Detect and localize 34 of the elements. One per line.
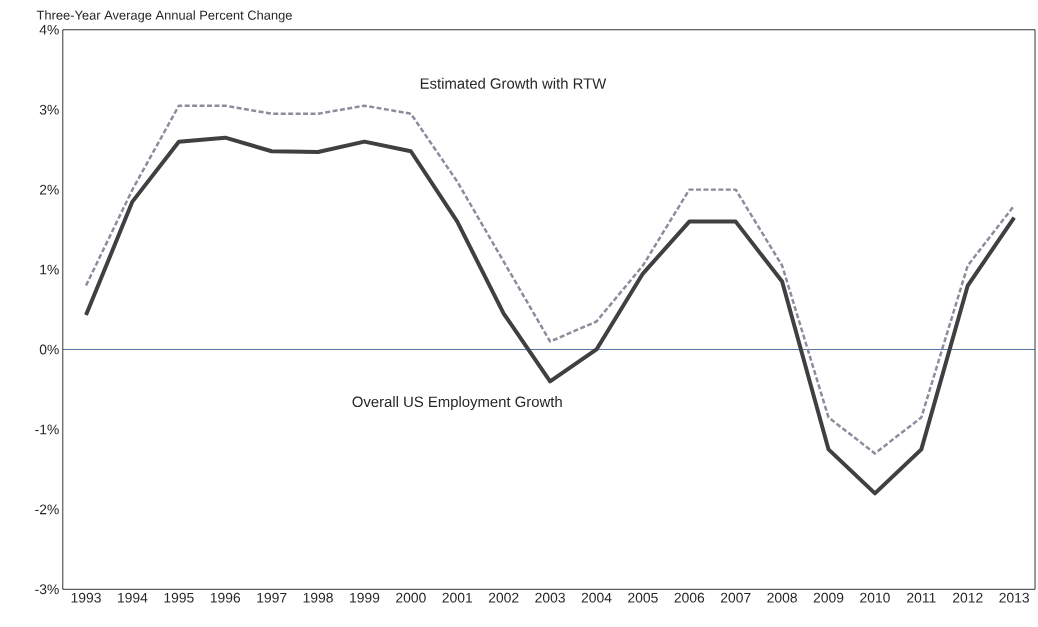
y-tick-label: -3% [35, 584, 59, 595]
x-tick-label: 2002 [488, 592, 519, 603]
y-tick-label: 3% [39, 104, 59, 115]
x-tick-label: 2008 [767, 592, 797, 603]
x-tick-label: 2010 [860, 592, 890, 603]
x-tick-label: 1994 [118, 592, 148, 603]
y-tick-label: -2% [35, 504, 59, 515]
y-tick-label: 0% [39, 344, 59, 355]
x-tick-label: 2013 [999, 592, 1029, 603]
x-tick-label: 1998 [303, 592, 333, 603]
x-tick-label: 2009 [813, 592, 844, 603]
series-label: Estimated Growth with RTW [420, 77, 607, 89]
x-tick-label: 2007 [720, 592, 751, 603]
x-tick-label: 2011 [907, 592, 936, 603]
x-tick-label: 2006 [674, 592, 705, 603]
x-tick-label: 1997 [257, 592, 287, 603]
series-label: Overall US Employment Growth [352, 396, 562, 410]
x-tick-label: 1995 [164, 592, 194, 603]
y-tick-label: 1% [40, 264, 59, 275]
line-series [84, 104, 1016, 455]
y-tick-label: -1% [35, 424, 59, 435]
line-series [84, 135, 1017, 496]
x-tick-label: 2003 [535, 592, 565, 603]
y-tick-label: 2% [39, 184, 59, 195]
x-tick-label: 2005 [628, 592, 658, 603]
x-tick-label: 1993 [71, 592, 101, 603]
x-tick-label: 1999 [350, 592, 380, 603]
x-tick-label: 2001 [442, 592, 473, 603]
y-tick-label: 4% [39, 24, 59, 35]
x-tick-label: 2012 [953, 592, 983, 603]
x-tick-label: 2000 [396, 592, 426, 603]
chart-title: Three-Year Average Annual Percent Change [36, 10, 292, 23]
x-tick-label: 1996 [210, 592, 241, 603]
x-tick-label: 2004 [581, 592, 612, 603]
